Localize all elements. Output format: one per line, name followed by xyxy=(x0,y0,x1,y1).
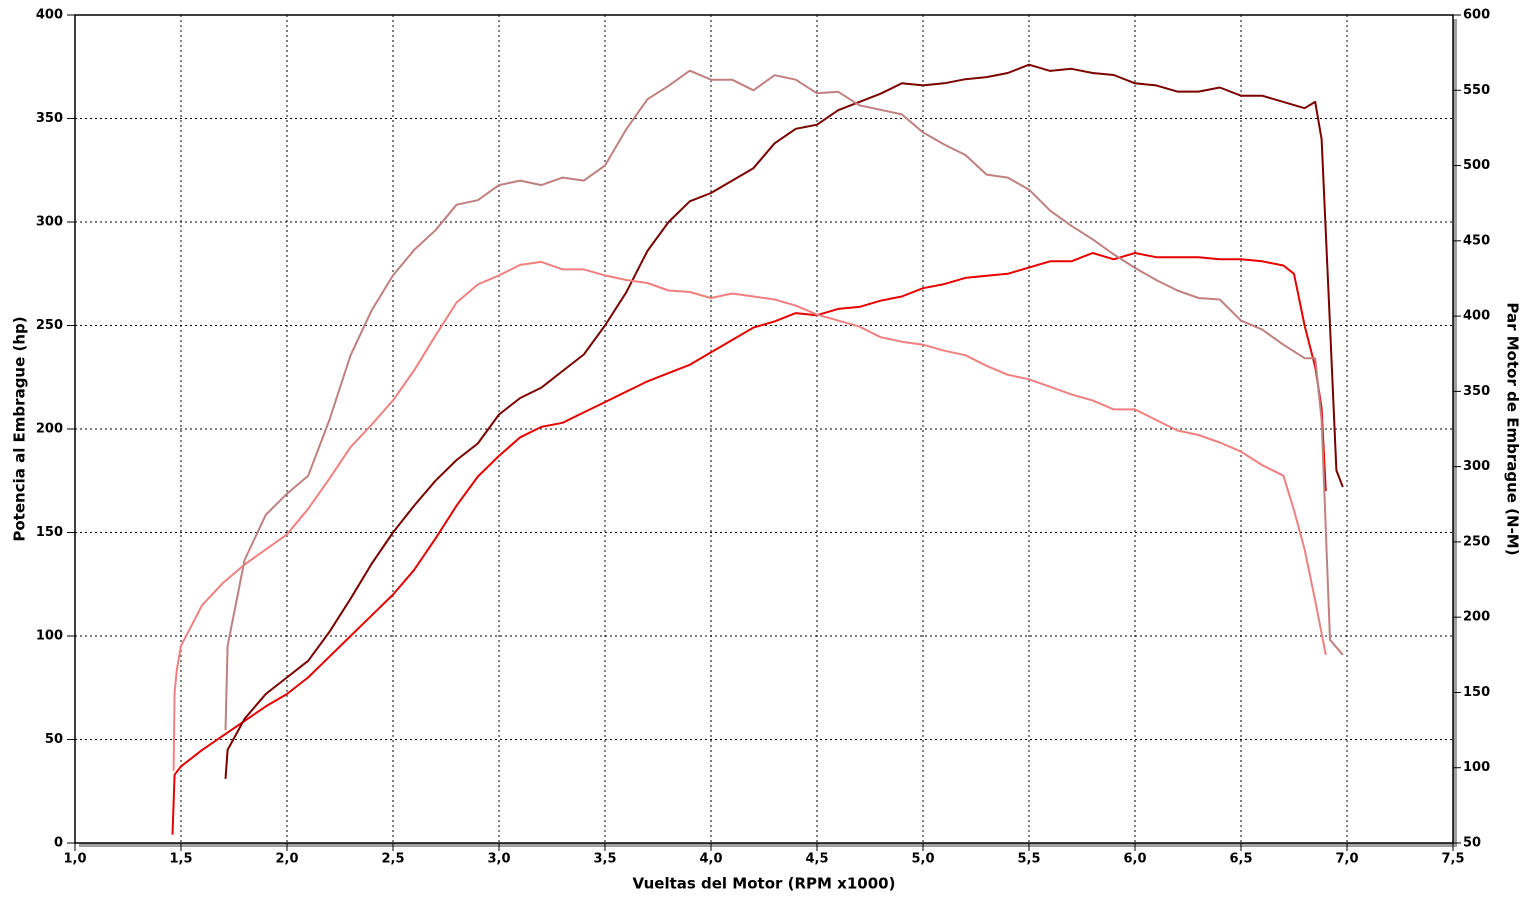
x-tick-label: 2,5 xyxy=(381,852,404,867)
x-tick-label: 2,0 xyxy=(275,852,298,867)
x-tick-label: 3,5 xyxy=(593,852,616,867)
y-axis-label: Potencia al Embrague (hp) xyxy=(11,316,29,541)
y2-tick-label: 400 xyxy=(1463,309,1490,324)
data-line xyxy=(224,63,1344,779)
y2-tick-label: 200 xyxy=(1463,610,1490,625)
y-tick-label: 0 xyxy=(54,836,63,851)
y2-tick-label: 100 xyxy=(1463,760,1490,775)
y-tick-label: 100 xyxy=(36,629,63,644)
y2-tick-label: 300 xyxy=(1463,459,1490,474)
y-tick-label: 250 xyxy=(36,318,63,333)
plot-area xyxy=(74,14,1454,844)
y-tick-label: 200 xyxy=(36,422,63,437)
y-tick-label: 300 xyxy=(36,215,63,230)
y2-tick-label: 450 xyxy=(1463,233,1490,248)
y2-tick-label: 150 xyxy=(1463,685,1490,700)
x-tick-label: 6,0 xyxy=(1123,852,1146,867)
y2-tick-label: 500 xyxy=(1463,158,1490,173)
data-line xyxy=(172,260,1327,771)
y2-tick-label: 600 xyxy=(1463,8,1490,23)
x-tick-label: 7,0 xyxy=(1335,852,1358,867)
y2-tick-label: 50 xyxy=(1463,836,1481,851)
x-tick-label: 1,0 xyxy=(63,852,86,867)
x-tick-label: 4,5 xyxy=(805,852,828,867)
y-tick-label: 400 xyxy=(36,8,63,23)
y2-tick-label: 550 xyxy=(1463,83,1490,98)
y2-tick-label: 250 xyxy=(1463,534,1490,549)
x-tick-label: 1,5 xyxy=(169,852,192,867)
x-tick-label: 5,5 xyxy=(1017,852,1040,867)
x-axis-label: Vueltas del Motor (RPM x1000) xyxy=(633,875,896,893)
y2-tick-label: 350 xyxy=(1463,384,1490,399)
y-tick-label: 350 xyxy=(36,111,63,126)
x-tick-label: 6,5 xyxy=(1229,852,1252,867)
data-line xyxy=(171,252,1327,835)
x-tick-label: 7,5 xyxy=(1441,852,1464,867)
x-tick-label: 5,0 xyxy=(911,852,934,867)
y-tick-label: 150 xyxy=(36,525,63,540)
data-line xyxy=(224,69,1344,731)
y2-axis-label: Par Motor de Embrague (N-M) xyxy=(1504,302,1522,555)
x-tick-label: 3,0 xyxy=(487,852,510,867)
y-tick-label: 50 xyxy=(45,732,63,747)
x-tick-label: 4,0 xyxy=(699,852,722,867)
